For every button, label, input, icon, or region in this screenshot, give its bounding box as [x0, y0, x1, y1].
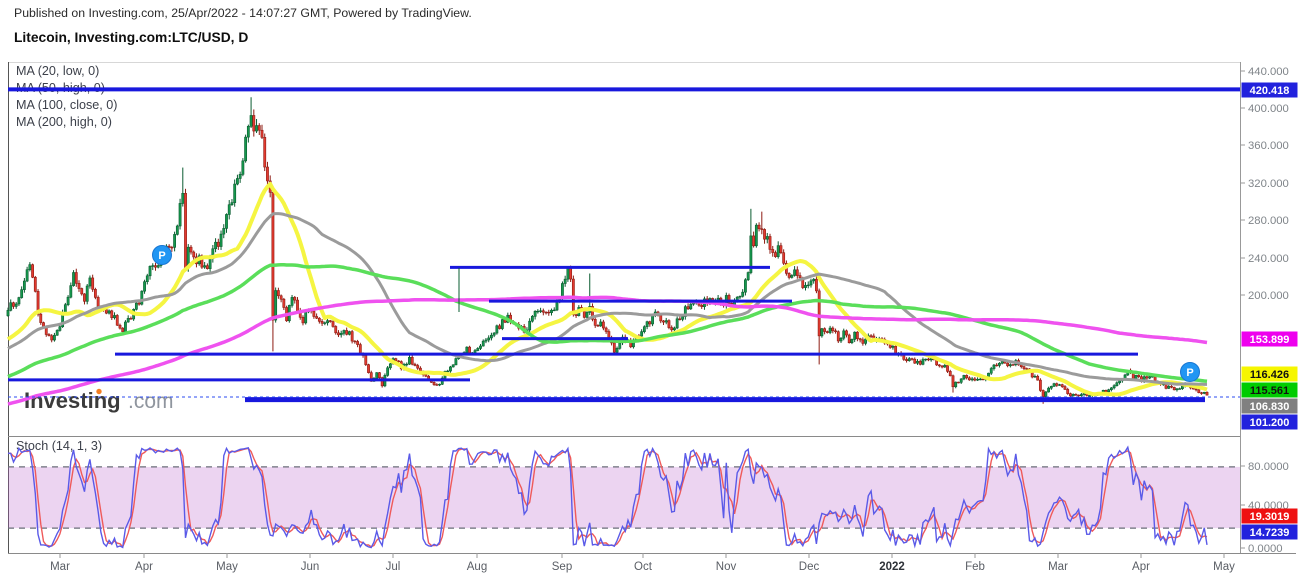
- price-axis[interactable]: 440.000 400.000 360.000 320.000 280.000 …: [1240, 66, 1298, 555]
- pane-borders: [8, 62, 1296, 554]
- month-label: Jun: [301, 561, 320, 573]
- chart-extras: [8, 268, 1240, 398]
- price-tick: 240.000: [1248, 253, 1289, 265]
- time-axis-ticks: [59, 553, 1225, 558]
- stoch-k-line: [7, 445, 1208, 549]
- ma-legend: MA (20, low, 0) MA (50, high, 0) MA (100…: [16, 64, 118, 129]
- price-badge-ma20: 116.426: [1241, 366, 1298, 382]
- price-tick: 400.000: [1248, 103, 1289, 115]
- candlestick-series: [6, 97, 1209, 404]
- time-axis[interactable]: Mar Apr May Jun Jul Aug Sep Oct Nov Dec …: [50, 553, 1235, 573]
- stoch-badge-k: 14.7239: [1241, 524, 1298, 540]
- month-label: Aug: [467, 561, 487, 573]
- year-label: 2022: [879, 561, 905, 573]
- legend-item-ma100[interactable]: MA (100, close, 0): [16, 98, 118, 112]
- publication-marker-0[interactable]: P: [152, 245, 172, 265]
- watermark-name: Investing: [24, 388, 121, 413]
- month-label: Mar: [50, 561, 70, 573]
- price-tick: 200.000: [1248, 290, 1289, 302]
- watermark-tld: .com: [128, 390, 174, 413]
- publication-markers[interactable]: PP: [152, 245, 1200, 382]
- price-axis-badges: 420.418 153.899 116.426 115.561 106.830 …: [1241, 82, 1298, 430]
- month-label: Mar: [1048, 561, 1068, 573]
- horizontal-drawing-lines[interactable]: [8, 87, 1240, 403]
- month-label: Apr: [1132, 561, 1150, 573]
- price-tick: 360.000: [1248, 140, 1289, 152]
- page-title: Litecoin, Investing.com:LTC/USD, D: [14, 30, 248, 45]
- price-badge-last-price: 101.200: [1241, 414, 1298, 430]
- ma-line-20: [6, 181, 1208, 397]
- price-badge-ma100: 115.561: [1241, 382, 1298, 398]
- stoch-tick: 80.0000: [1248, 461, 1289, 473]
- stoch-legend-label[interactable]: Stoch (14, 1, 3): [16, 439, 102, 453]
- stoch-axis-ticks: 80.0000 40.0000 0.0000: [1240, 461, 1289, 555]
- svg-text:14.7239: 14.7239: [1250, 527, 1290, 539]
- legend-item-ma20[interactable]: MA (20, low, 0): [16, 64, 99, 78]
- stoch-badge-d: 19.3019: [1241, 508, 1298, 524]
- publication-marker-label: P: [1186, 367, 1193, 379]
- stoch-overbought-oversold-band: [8, 466, 1240, 529]
- stoch-tick: 0.0000: [1248, 543, 1283, 555]
- svg-text:106.830: 106.830: [1250, 401, 1290, 413]
- published-line: Published on Investing.com, 25/Apr/2022 …: [14, 6, 472, 20]
- month-label: May: [1213, 561, 1235, 573]
- svg-text:19.3019: 19.3019: [1250, 511, 1290, 523]
- price-tick: 320.000: [1248, 178, 1289, 190]
- svg-text:420.418: 420.418: [1250, 85, 1290, 97]
- month-label: Nov: [716, 561, 737, 573]
- month-label: Jul: [386, 561, 401, 573]
- publication-marker-1[interactable]: P: [1180, 362, 1200, 382]
- price-axis-ticks: 440.000 400.000 360.000 320.000 280.000 …: [1240, 66, 1289, 302]
- month-label: Apr: [135, 561, 153, 573]
- price-badge-ma200: 153.899: [1241, 331, 1298, 347]
- month-label: May: [216, 561, 238, 573]
- month-label: Sep: [552, 561, 572, 573]
- svg-text:101.200: 101.200: [1250, 417, 1290, 429]
- svg-text:153.899: 153.899: [1250, 334, 1290, 346]
- price-badge-ma50: 106.830: [1241, 398, 1298, 414]
- svg-text:115.561: 115.561: [1250, 385, 1289, 397]
- moving-average-lines: [6, 181, 1208, 406]
- legend-item-ma200[interactable]: MA (200, high, 0): [16, 115, 112, 129]
- investing-watermark: Investing .com: [24, 388, 174, 413]
- watermark-orange-dot-icon: [96, 388, 102, 395]
- month-label: Feb: [965, 561, 985, 573]
- month-label: Dec: [799, 561, 820, 573]
- month-label: Oct: [634, 561, 653, 573]
- price-tick: 280.000: [1248, 215, 1289, 227]
- publication-marker-label: P: [158, 250, 165, 262]
- price-badge-line-level: 420.418: [1241, 82, 1298, 98]
- svg-text:116.426: 116.426: [1250, 369, 1289, 381]
- stoch-axis-badges: 19.3019 14.7239: [1241, 508, 1298, 540]
- price-tick: 440.000: [1248, 66, 1289, 78]
- ma-line-200: [7, 295, 1208, 406]
- stochastic-series: [7, 445, 1208, 549]
- ma-line-100: [7, 263, 1208, 384]
- ma-line-50: [7, 212, 1207, 386]
